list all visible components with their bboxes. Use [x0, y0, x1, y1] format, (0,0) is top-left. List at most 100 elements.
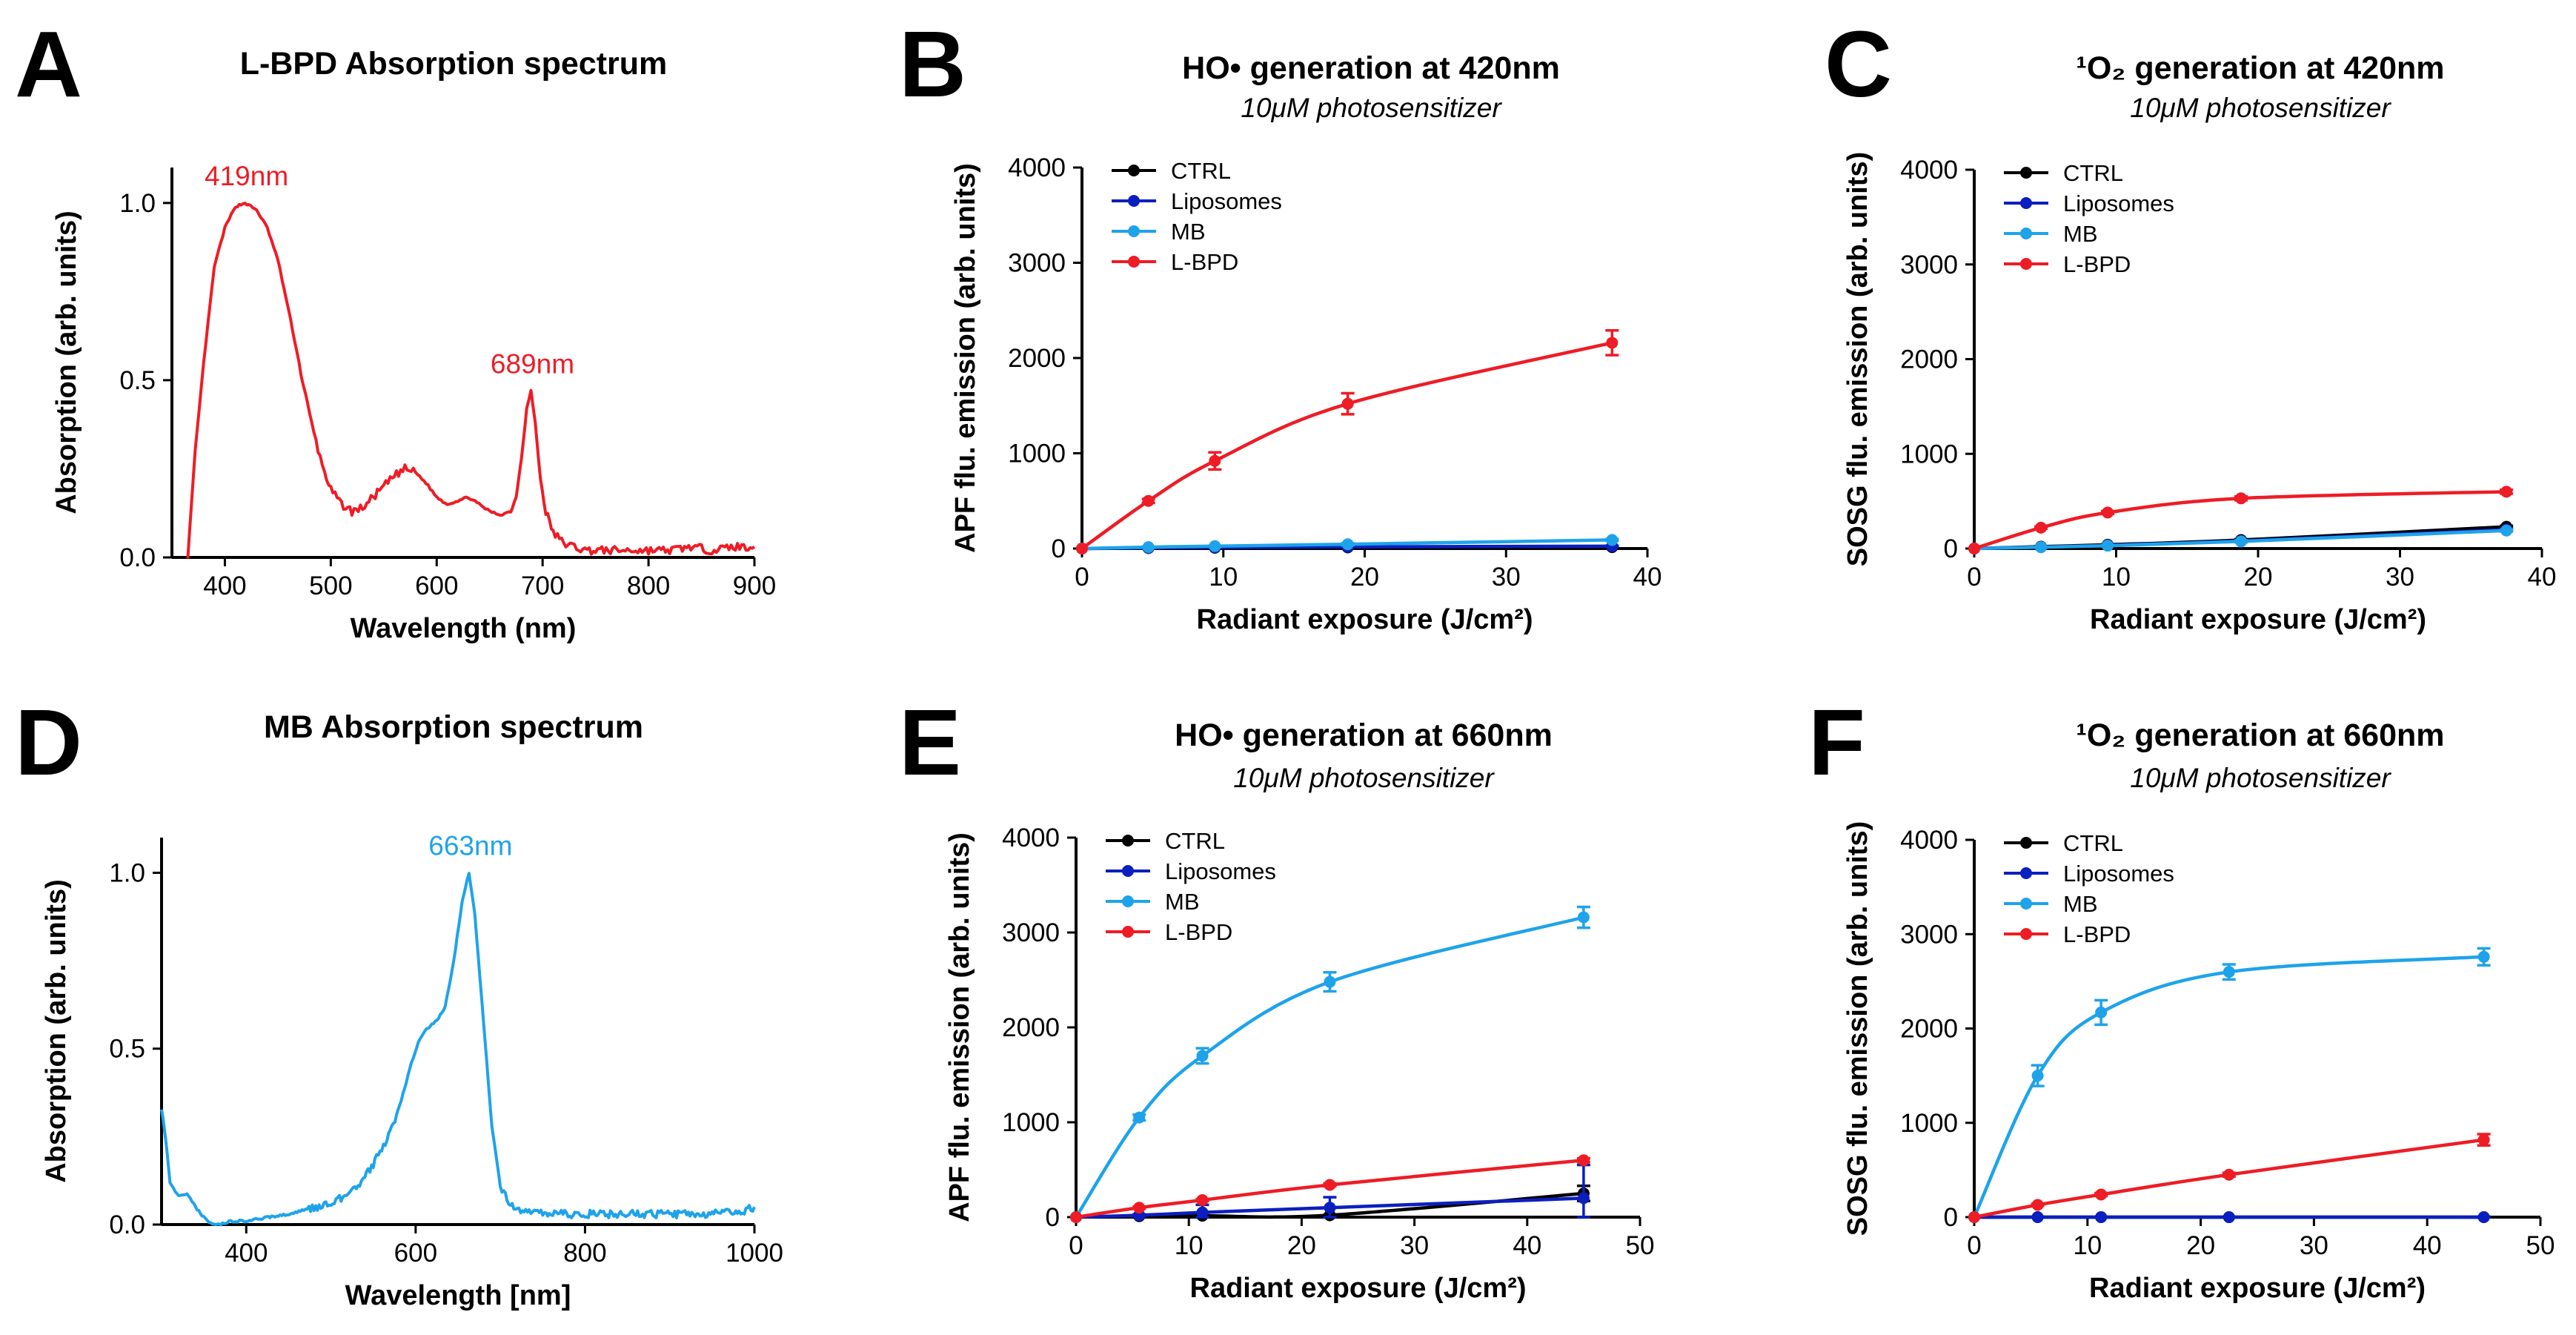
curve-l-bpd	[1080, 341, 1613, 550]
legend-swatch-marker	[2020, 197, 2032, 209]
y-tick-label: 1000	[1900, 440, 1958, 468]
legend-swatch-marker	[1122, 835, 1134, 847]
y-axis-label: Absorption (arb. units)	[41, 879, 72, 1183]
spectrum-line-l-bpd	[186, 202, 756, 559]
data-point-l-bpd	[1209, 454, 1221, 467]
panel-letter: B	[899, 12, 966, 116]
x-axis-label: Wavelength (nm)	[351, 613, 577, 644]
x-tick-label: 30	[2300, 1231, 2328, 1260]
y-axis-label: SOSG flu. emission (arb. units)	[1842, 152, 1873, 567]
y-axis-label: APF flu. emission (arb. units)	[944, 832, 975, 1222]
x-axis-label: Radiant exposure (J/cm²)	[1190, 1273, 1527, 1304]
legend-label: Liposomes	[1171, 188, 1282, 214]
panel-title: L-BPD Absorption spectrum	[240, 46, 668, 82]
data-point-l-bpd	[1606, 337, 1619, 349]
panel-subtitle: 10μM photosensitizer	[2130, 93, 2391, 123]
y-tick-label: 0	[1944, 1203, 1958, 1232]
data-point-mb	[2223, 966, 2235, 978]
panel-title: ¹O₂ generation at 420nm	[2077, 50, 2445, 86]
panel-c: C ¹O₂ generation at 420nm 10μM photosensit…	[1825, 12, 2556, 635]
data-point-mb	[2035, 541, 2048, 554]
data-point-mb	[1142, 541, 1155, 554]
x-tick-label: 20	[2244, 563, 2273, 592]
y-axis-label: Absorption (arb. units)	[51, 211, 82, 514]
data-point-mb	[1577, 911, 1590, 924]
data-point-mb	[1209, 540, 1221, 552]
y-tick-label: 0	[1052, 534, 1066, 563]
y-tick-label: 4000	[1900, 156, 1958, 185]
x-tick-label: 700	[521, 572, 564, 600]
x-tick-label: 0	[1069, 1231, 1083, 1260]
x-tick-label: 10	[1175, 1231, 1204, 1260]
data-point-l-bpd	[2031, 1199, 2044, 1211]
panel-subtitle: 10μM photosensitizer	[2130, 763, 2391, 793]
data-point-liposomes	[2031, 1211, 2044, 1223]
data-point-l-bpd	[2035, 521, 2048, 534]
x-axis-label: Radiant exposure (J/cm²)	[2089, 1273, 2426, 1304]
x-tick-label: 800	[563, 1239, 606, 1268]
y-tick-label: 4000	[1900, 826, 1958, 855]
y-tick-label: 2000	[1008, 344, 1066, 373]
data-point-liposomes	[1196, 1206, 1209, 1219]
data-point-l-bpd	[1142, 494, 1155, 507]
x-tick-label: 30	[1400, 1231, 1429, 1260]
y-tick-label: 0.5	[109, 1035, 145, 1064]
legend-label: CTRL	[1165, 828, 1225, 854]
x-tick-label: 20	[1287, 1231, 1316, 1260]
legend-swatch-marker	[1128, 256, 1140, 268]
legend-label: L-BPD	[2063, 921, 2131, 947]
data-point-mb	[2477, 950, 2490, 963]
legend-swatch-marker	[2020, 928, 2032, 940]
x-tick-label: 800	[627, 572, 670, 600]
legend-label: L-BPD	[1171, 249, 1238, 275]
legend-swatch-marker	[1128, 195, 1140, 207]
legend-swatch-marker	[2020, 837, 2032, 849]
x-tick-label: 40	[2528, 563, 2557, 592]
data-point-l-bpd	[2223, 1168, 2235, 1181]
panel-letter: F	[1808, 690, 1865, 795]
x-tick-label: 400	[203, 572, 246, 600]
data-point-mb	[1341, 538, 1354, 551]
data-point-l-bpd	[2235, 492, 2248, 505]
legend-label: MB	[2063, 891, 2098, 917]
legend-swatch-marker	[1122, 895, 1134, 907]
y-tick-label: 4000	[1002, 824, 1060, 852]
x-tick-label: 10	[2073, 1231, 2102, 1260]
data-point-l-bpd	[1133, 1202, 1146, 1214]
x-tick-label: 10	[2102, 563, 2131, 592]
legend-swatch-marker	[1128, 225, 1140, 237]
data-point-liposomes	[1324, 1202, 1336, 1214]
data-point-liposomes	[1577, 1192, 1590, 1205]
x-tick-label: 0	[1075, 563, 1089, 592]
x-tick-label: 1000	[726, 1239, 783, 1268]
x-tick-label: 40	[1513, 1231, 1541, 1260]
y-tick-label: 3000	[1002, 918, 1060, 947]
data-point-l-bpd	[1968, 1211, 1980, 1223]
x-tick-label: 600	[394, 1239, 437, 1268]
y-tick-label: 1.0	[119, 189, 156, 218]
panel-subtitle: 10μM photosensitizer	[1241, 93, 1502, 123]
x-tick-label: 10	[1209, 563, 1238, 592]
panel-title: ¹O₂ generation at 660nm	[2077, 718, 2445, 753]
panel-letter: E	[899, 690, 961, 795]
data-point-mb	[1196, 1050, 1209, 1062]
y-tick-label: 0	[1944, 534, 1958, 563]
x-tick-label: 30	[2386, 563, 2414, 592]
panel-letter: D	[15, 690, 82, 795]
curve-mb	[1075, 915, 1584, 1219]
legend-label: CTRL	[1171, 158, 1231, 184]
legend-swatch-marker	[2020, 867, 2032, 879]
legend-swatch-marker	[1128, 165, 1140, 176]
panel-letter: A	[15, 12, 82, 116]
data-point-liposomes	[2477, 1211, 2490, 1223]
legend-label: L-BPD	[2063, 251, 2131, 277]
y-tick-label: 0	[1046, 1203, 1060, 1232]
x-tick-label: 0	[1967, 1231, 1981, 1260]
x-tick-label: 900	[733, 572, 776, 600]
x-axis-label: Wavelength [nm]	[345, 1280, 571, 1311]
y-tick-label: 1000	[1002, 1108, 1060, 1137]
legend-swatch-marker	[2020, 228, 2032, 239]
data-point-l-bpd	[1341, 397, 1354, 410]
legend-swatch-marker	[2020, 258, 2032, 270]
legend-label: Liposomes	[1165, 858, 1276, 884]
